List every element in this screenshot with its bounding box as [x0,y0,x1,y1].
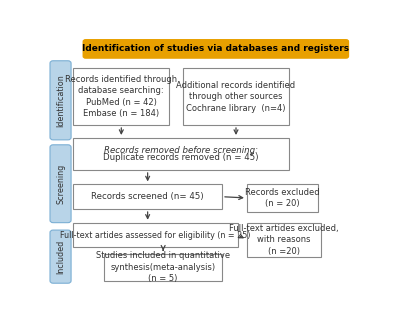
FancyBboxPatch shape [50,145,71,223]
Text: Included: Included [56,239,65,274]
Text: Additional records identified
through other sources
Cochrane library  (n=4): Additional records identified through ot… [176,81,296,113]
Text: Records identified through
database searching:
PubMed (n = 42)
Embase (n = 184): Records identified through database sear… [65,75,177,118]
FancyBboxPatch shape [183,68,289,125]
FancyBboxPatch shape [50,230,71,283]
FancyBboxPatch shape [73,68,169,125]
FancyBboxPatch shape [104,254,222,281]
Text: Full-text artides excluded,
with reasons
(n =20): Full-text artides excluded, with reasons… [229,224,339,256]
Text: Identification: Identification [56,74,65,127]
FancyBboxPatch shape [73,223,238,247]
FancyBboxPatch shape [73,184,222,209]
FancyBboxPatch shape [247,223,321,256]
Text: Records screened (n= 45): Records screened (n= 45) [91,192,204,201]
Text: Studies included in quantitative
synthesis(meta-analysis)
(n = 5): Studies included in quantitative synthes… [96,251,230,283]
FancyBboxPatch shape [73,138,289,170]
Text: Duplicate records removed (n = 45): Duplicate records removed (n = 45) [103,153,259,162]
Text: Records excluded
(n = 20): Records excluded (n = 20) [245,188,320,208]
Text: Screening: Screening [56,164,65,204]
FancyBboxPatch shape [82,39,349,59]
Text: Identification of studies via databases and registers: Identification of studies via databases … [82,44,350,53]
Text: Full-text artides assessed for eligibility (n = 25): Full-text artides assessed for eligibili… [60,230,251,239]
Text: Records removed before screening:: Records removed before screening: [104,146,258,155]
FancyBboxPatch shape [247,184,318,212]
FancyBboxPatch shape [50,61,71,140]
